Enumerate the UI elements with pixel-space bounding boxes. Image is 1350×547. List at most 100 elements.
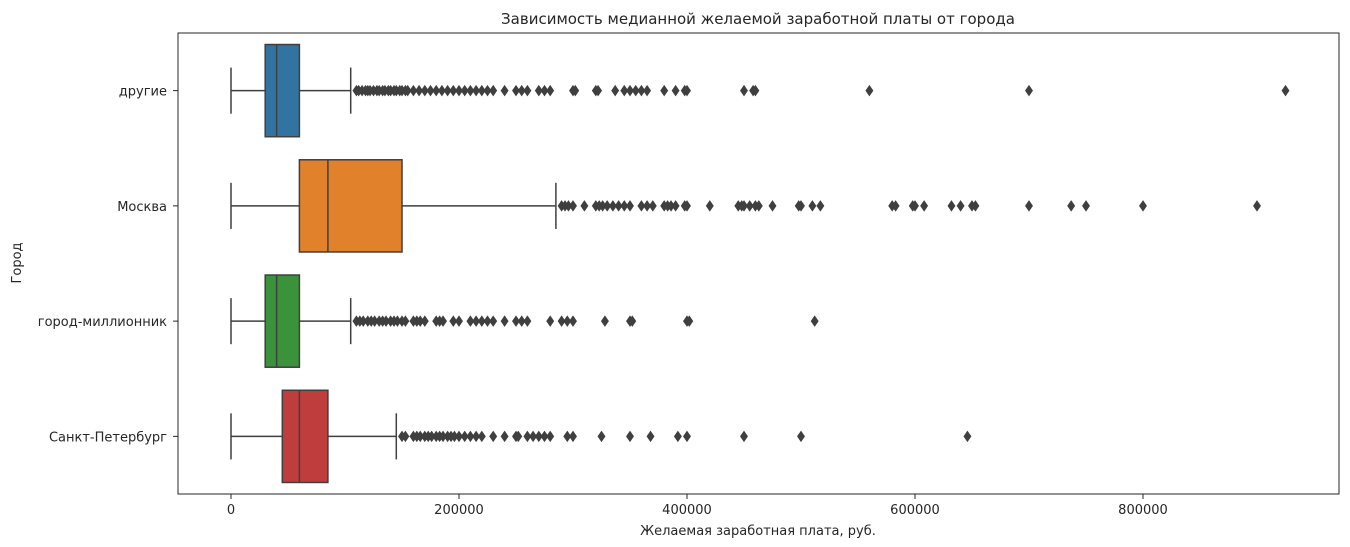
outlier-point — [466, 430, 475, 443]
outlier-point — [449, 315, 458, 327]
outlier-point — [546, 430, 555, 443]
outlier-point — [512, 84, 520, 97]
outlier-point — [426, 84, 435, 97]
outlier-point — [1253, 200, 1261, 212]
outlier-point — [529, 430, 538, 443]
y-tick-label: другие — [119, 85, 167, 100]
outlier-point — [947, 200, 956, 212]
outlier-point — [523, 315, 532, 327]
iqr-box — [281, 389, 329, 484]
outlier-point — [403, 84, 412, 97]
iqr-box — [298, 159, 403, 253]
outlier-point — [420, 315, 429, 327]
outlier-point — [891, 200, 900, 212]
box-2 — [230, 159, 1261, 253]
outlier-point — [540, 84, 549, 97]
outlier-point — [597, 430, 606, 443]
outlier-point — [563, 430, 572, 443]
outlier-point — [477, 430, 486, 443]
outlier-point — [620, 84, 629, 97]
y-axis-label: Город — [10, 242, 25, 283]
x-tick-label: 400000 — [662, 503, 712, 518]
outlier-point — [751, 84, 760, 97]
outlier-point — [631, 84, 640, 97]
outlier-point — [477, 315, 486, 327]
outlier-point — [500, 315, 509, 327]
outlier-point — [594, 84, 603, 97]
outlier-point — [705, 200, 714, 212]
outlier-point — [443, 84, 452, 97]
outlier-point — [643, 200, 652, 212]
outlier-point — [768, 200, 777, 212]
outlier-point — [603, 200, 612, 212]
outlier-point — [797, 430, 805, 443]
outlier-point — [685, 315, 694, 327]
outlier-point — [483, 315, 492, 327]
outlier-point — [620, 200, 629, 212]
outlier-point — [614, 200, 623, 212]
y-tick-label: Санкт-Петербург — [49, 430, 167, 445]
outlier-point — [455, 84, 463, 97]
outlier-point — [660, 84, 669, 97]
outlier-point — [534, 430, 543, 443]
outlier-point — [740, 200, 748, 212]
outlier-point — [489, 84, 498, 97]
outlier-point — [626, 430, 634, 443]
x-tick-label: 600000 — [890, 503, 940, 518]
outlier-point — [569, 430, 577, 443]
outlier-point — [920, 200, 929, 212]
y-tick-label: город-миллионник — [38, 315, 167, 330]
outlier-point — [472, 315, 481, 327]
boxes-layer — [230, 43, 1290, 484]
iqr-box — [264, 43, 301, 138]
outlier-point — [546, 84, 555, 97]
outlier-point — [580, 200, 589, 212]
outlier-point — [523, 84, 532, 97]
iqr-box — [264, 274, 301, 368]
box-4 — [230, 389, 972, 484]
outlier-point — [643, 84, 652, 97]
outlier-point — [460, 430, 469, 443]
outlier-point — [1082, 200, 1090, 212]
outlier-point — [740, 84, 748, 97]
outlier-point — [512, 315, 520, 327]
outlier-point — [523, 430, 532, 443]
outlier-point — [600, 315, 609, 327]
outlier-point — [455, 430, 463, 443]
outlier-point — [571, 84, 580, 97]
outlier-point — [540, 430, 549, 443]
outlier-point — [1025, 200, 1033, 212]
outlier-point — [810, 315, 819, 327]
outlier-point — [637, 200, 646, 212]
outlier-point — [432, 84, 441, 97]
outlier-point — [449, 84, 458, 97]
outlier-point — [1281, 84, 1290, 97]
outlier-point — [420, 84, 429, 97]
outlier-point — [971, 200, 980, 212]
outlier-point — [611, 84, 620, 97]
x-axis: 0 200000 400000 600000 800000 — [227, 494, 1168, 518]
outlier-point — [483, 84, 492, 97]
outlier-point — [489, 430, 498, 443]
outlier-point — [683, 84, 691, 97]
outlier-point — [563, 315, 572, 327]
outlier-point — [409, 84, 418, 97]
outlier-point — [797, 200, 805, 212]
plot-area-frame — [177, 32, 1340, 495]
outlier-point — [466, 315, 475, 327]
outlier-point — [865, 84, 874, 97]
outlier-point — [673, 430, 682, 443]
outlier-point — [626, 200, 634, 212]
outlier-point — [648, 200, 657, 212]
outlier-point — [683, 430, 691, 443]
outlier-point — [517, 315, 526, 327]
outlier-point — [466, 84, 475, 97]
outlier-point — [956, 200, 965, 212]
outlier-point — [1139, 200, 1147, 212]
x-axis-label: Желаемая заработная плата, руб. — [640, 524, 876, 539]
outlier-point — [477, 84, 486, 97]
x-tick-label: 200000 — [434, 503, 484, 518]
outlier-point — [437, 84, 446, 97]
outlier-point — [816, 200, 825, 212]
